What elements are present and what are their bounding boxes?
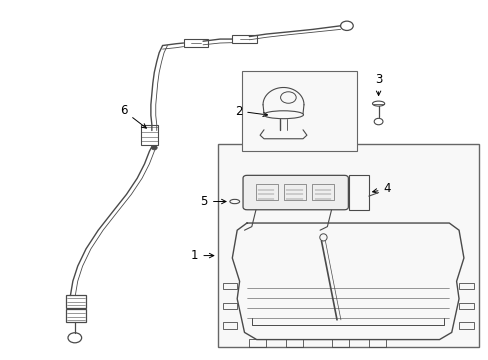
Text: 2: 2 — [234, 104, 267, 118]
Bar — [222, 283, 237, 289]
Bar — [458, 322, 473, 329]
Bar — [141, 125, 158, 145]
Text: 5: 5 — [200, 195, 225, 208]
Bar — [65, 309, 86, 322]
Bar — [312, 184, 333, 201]
Bar — [217, 144, 478, 347]
Bar — [285, 339, 303, 347]
Bar — [368, 339, 385, 347]
Text: 1: 1 — [190, 249, 213, 262]
FancyBboxPatch shape — [243, 175, 347, 210]
Bar — [242, 71, 356, 151]
Bar — [222, 303, 237, 309]
Bar — [331, 339, 348, 347]
Bar — [232, 36, 256, 42]
Bar — [183, 40, 207, 46]
Circle shape — [151, 145, 157, 150]
Text: 6: 6 — [120, 104, 146, 128]
Bar — [244, 80, 353, 149]
Text: 3: 3 — [374, 73, 382, 95]
Bar — [249, 339, 266, 347]
Bar — [222, 322, 237, 329]
Bar — [348, 175, 368, 211]
Bar — [255, 184, 277, 201]
Bar — [284, 184, 305, 201]
Bar — [458, 303, 473, 309]
Text: 4: 4 — [372, 183, 390, 195]
Bar — [65, 296, 86, 308]
Bar — [458, 283, 473, 289]
